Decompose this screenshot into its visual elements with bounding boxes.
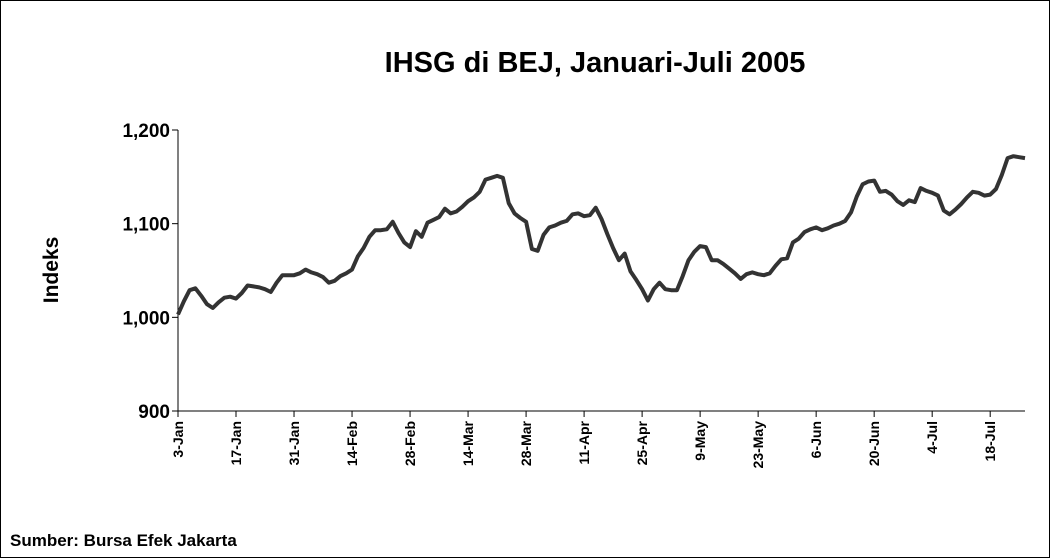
x-tick-label: 3-Jan bbox=[170, 421, 186, 458]
y-tick-label: 1,000 bbox=[122, 308, 170, 329]
x-tick-label: 11-Apr bbox=[576, 420, 592, 464]
x-tick-label: 9-May bbox=[692, 421, 708, 461]
y-tick-label: 1,100 bbox=[122, 215, 170, 236]
x-tick-label: 31-Jan bbox=[286, 421, 302, 465]
y-tick-label: 900 bbox=[138, 402, 170, 423]
x-tick-label: 28-Mar bbox=[518, 420, 534, 466]
chart-title: IHSG di BEJ, Januari-Juli 2005 bbox=[385, 47, 806, 79]
x-tick-label: 4-Jul bbox=[924, 421, 940, 454]
data-line bbox=[176, 154, 1026, 316]
x-tick-label: 18-Jul bbox=[982, 421, 998, 461]
y-axis-label: Indeks bbox=[40, 237, 63, 304]
x-tick-label: 14-Mar bbox=[460, 420, 476, 466]
x-tick-label: 25-Apr bbox=[634, 420, 650, 465]
source-note: Sumber: Bursa Efek Jakarta bbox=[10, 531, 237, 550]
x-tick-label: 14-Feb bbox=[344, 421, 360, 466]
x-tick-label: 23-May bbox=[750, 421, 766, 469]
x-tick-label: 17-Jan bbox=[228, 421, 244, 465]
x-tick-label: 28-Feb bbox=[402, 421, 418, 466]
x-tick-label: 6-Jun bbox=[808, 421, 824, 458]
x-tick-label: 20-Jun bbox=[866, 421, 882, 466]
y-tick-label: 1,200 bbox=[122, 121, 170, 142]
